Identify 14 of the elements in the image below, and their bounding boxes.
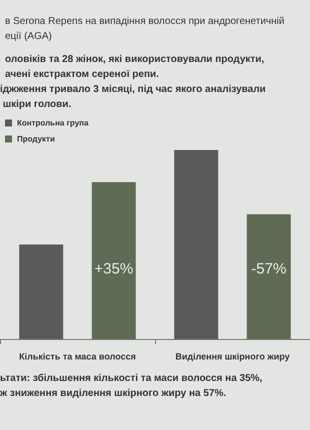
x-tick-label: Кількість та маса волосся <box>19 352 136 362</box>
legend-label: Продукти <box>17 134 55 144</box>
annotation: -57% <box>251 260 286 278</box>
text: ьтати: збільшення кількості та маси волосся на 35%, ж зниження виділення шкірного жиру на 57%. <box>0 373 263 399</box>
chart-title: в Serona Repens на випадіння волосся при андрогенетичній еції (AGA) <box>5 16 284 42</box>
bar <box>174 150 218 339</box>
bar <box>19 244 64 339</box>
legend-label: Контрольна група <box>17 118 89 128</box>
bar <box>246 214 291 339</box>
text: іджження тривало 3 місяці, під час якого аналізували шкіри голови. <box>0 84 266 110</box>
chart-subtitle: оловіків та 28 жінок, які використовували продукти, ачені екстрактом сереної репи. <box>5 54 264 80</box>
x-tick-label: Виділення шкірного жиру <box>175 352 290 362</box>
bar <box>92 182 136 339</box>
annotation: +35% <box>94 260 134 278</box>
